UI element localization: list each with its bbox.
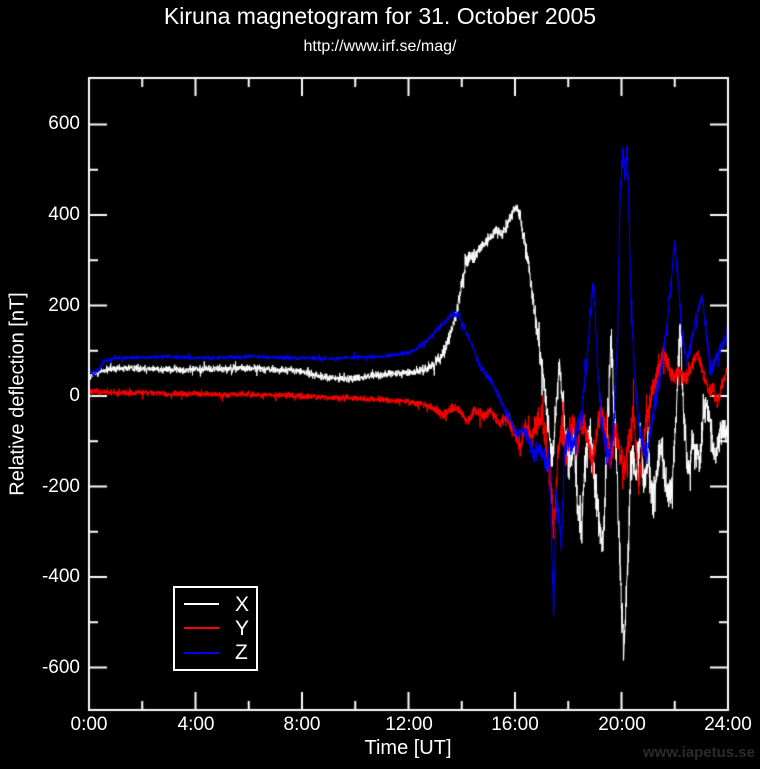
legend-label-z: Z: [235, 641, 248, 665]
x-tick-label: 0:00: [70, 714, 108, 735]
x-tick-label: 24:00: [704, 714, 752, 735]
x-tick-label: 8:00: [283, 714, 321, 735]
y-axis-label: Relative deflection [nT]: [6, 292, 29, 496]
watermark: www.iapetus.se: [643, 744, 755, 761]
legend-entry-x: X: [175, 594, 256, 615]
chart-title: Kiruna magnetogram for 31. October 2005: [163, 3, 597, 29]
y-tick-label: 400: [48, 204, 80, 225]
x-tick-label: 20:00: [598, 714, 646, 735]
legend-line-x-icon: [184, 603, 219, 606]
legend-line-y-icon: [184, 627, 219, 630]
x-tick-label: 12:00: [385, 714, 433, 735]
legend-label-x: X: [235, 592, 250, 616]
x-tick-label: 16:00: [491, 714, 539, 735]
legend-entry-z: Z: [175, 642, 256, 663]
y-tick-label: 200: [48, 295, 80, 316]
y-tick-label: 600: [48, 113, 80, 134]
y-tick-label: -200: [41, 476, 80, 497]
y-tick-label: -400: [41, 566, 80, 587]
legend-box: X Y Z: [173, 586, 258, 671]
y-tick-label: -600: [41, 657, 80, 678]
x-axis-label: Time [UT]: [364, 737, 452, 759]
x-tick-label: 4:00: [177, 714, 215, 735]
legend-label-y: Y: [235, 616, 250, 640]
legend-entry-y: Y: [175, 618, 256, 639]
y-tick-label: 0: [69, 385, 80, 406]
legend-line-z-icon: [184, 651, 219, 654]
chart-subtitle-url: http://www.irf.se/mag/: [303, 38, 457, 55]
